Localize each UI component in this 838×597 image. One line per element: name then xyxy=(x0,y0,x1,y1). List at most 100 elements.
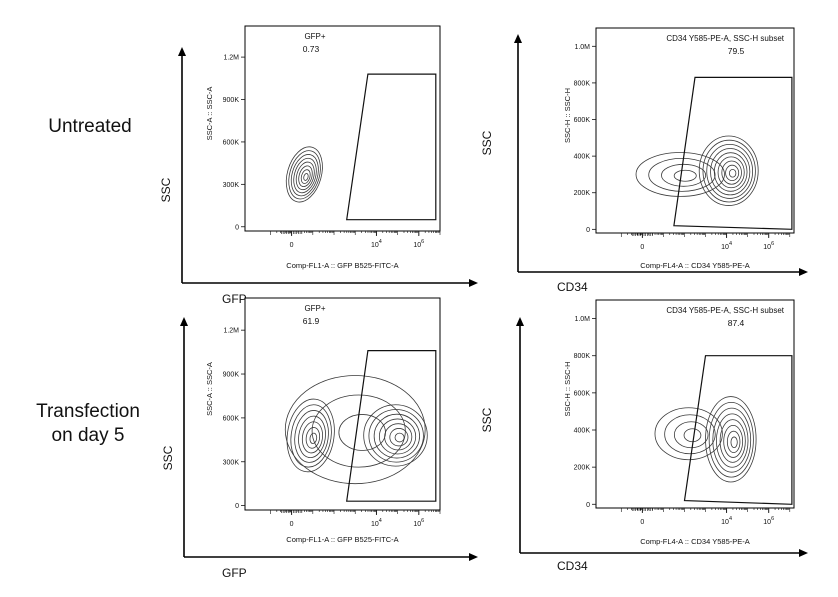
x-tick-base: 0 xyxy=(640,244,644,251)
contour-level-2-0 xyxy=(284,375,426,485)
contour-level-1-1 xyxy=(648,157,716,192)
contour-level-0-0 xyxy=(698,135,759,206)
outer-x-label: CD34 xyxy=(557,280,588,294)
contour-level-1-2 xyxy=(373,413,420,459)
contour-level-0-5 xyxy=(717,156,745,189)
row-label-untreated: Untreated xyxy=(48,116,132,137)
y-tick-label: 600K xyxy=(574,117,591,124)
x-tick-label: 106 xyxy=(763,241,774,251)
contour-level-0-2 xyxy=(290,154,319,197)
contour-level-0-2 xyxy=(294,410,329,463)
gate-value: 79.5 xyxy=(728,46,745,56)
contour-level-0-6 xyxy=(721,160,742,185)
y-tick-label: 400K xyxy=(574,428,591,435)
gate-name: CD34 Y585-PE-A, SSC-H subset xyxy=(666,34,784,43)
y-tick-label: 800K xyxy=(574,353,591,360)
contour-level-0-7 xyxy=(303,173,309,181)
x-tick-base: 0 xyxy=(640,519,644,526)
contour-level-0-3 xyxy=(716,413,749,468)
contour-level-0-1 xyxy=(288,150,321,200)
contour-level-1-3 xyxy=(378,418,417,455)
y-tick-label: 1.0M xyxy=(574,44,590,51)
x-tick-base: 0 xyxy=(290,521,294,528)
contour-level-0-6 xyxy=(726,430,741,453)
plot-frame xyxy=(244,297,441,511)
gate-polygon xyxy=(346,350,437,502)
outer-y-arrowhead xyxy=(516,317,524,326)
x-tick-label: 0 xyxy=(640,519,644,526)
outer-x-arrowhead xyxy=(799,268,808,276)
outer-x-label: CD34 xyxy=(557,559,588,573)
contour-level-1-0 xyxy=(635,152,725,197)
panel-transfection-cd34: CD34 SSC CD34 Y585-PE-A, SSC-H subset 87.4 0… xyxy=(480,299,808,573)
y-tick-label: 200K xyxy=(574,465,591,472)
x-tick-label: 106 xyxy=(763,516,774,526)
x-tick-base: 10 xyxy=(721,519,729,526)
x-tick-label: 0 xyxy=(640,244,644,251)
contour-level-1-1 xyxy=(664,414,716,455)
y-tick-label: 600K xyxy=(223,139,240,146)
contour-level-0-6 xyxy=(300,169,311,184)
x-tick-exponent: 4 xyxy=(729,241,732,247)
y-tick-label: 0 xyxy=(235,503,239,510)
outer-y-arrowhead xyxy=(178,47,186,56)
contour-level-1-3 xyxy=(673,169,697,182)
inner-x-label: Comp-FL1-A :: GFP B525-FITC-A xyxy=(286,535,398,544)
contour-level-0-2 xyxy=(712,407,752,473)
plot-frame xyxy=(244,25,441,232)
x-tick-exponent: 6 xyxy=(421,239,424,245)
inner-x-label: Comp-FL4-A :: CD34 Y585-PE-A xyxy=(640,537,750,546)
contour-level-0-7 xyxy=(730,436,738,449)
x-tick-exponent: 6 xyxy=(771,516,774,522)
inner-y-label: SSC-A :: SSC-A xyxy=(205,362,214,416)
contour-level-0-1 xyxy=(708,401,754,478)
contour-level-0-5 xyxy=(305,427,321,449)
outer-y-label: SSC xyxy=(159,177,173,202)
contour-level-1-3 xyxy=(683,428,702,443)
plot-frame xyxy=(595,27,795,234)
outer-y-label: SSC xyxy=(480,130,494,155)
gate-name: CD34 Y585-PE-A, SSC-H subset xyxy=(666,306,784,315)
contour-level-0-3 xyxy=(293,157,317,194)
x-tick-label: 104 xyxy=(371,518,382,528)
plot-frame xyxy=(595,299,795,509)
outer-x-label: GFP xyxy=(222,292,247,306)
contour-level-0-0 xyxy=(286,398,335,473)
contour-level-0-4 xyxy=(719,419,746,463)
contour-level-0-1 xyxy=(290,404,332,468)
x-tick-base: 10 xyxy=(413,242,421,249)
y-tick-label: 300K xyxy=(223,459,240,466)
y-tick-label: 1.0M xyxy=(574,316,590,323)
gate-polygon xyxy=(673,76,793,230)
contour-level-1-5 xyxy=(389,428,409,447)
y-tick-label: 0 xyxy=(586,227,590,234)
gate-polygon xyxy=(346,73,437,221)
contour-level-1-0 xyxy=(654,407,723,461)
x-tick-exponent: 4 xyxy=(379,239,382,245)
outer-x-arrowhead xyxy=(469,279,478,287)
contour-level-0-4 xyxy=(295,161,315,191)
contour-level-0-4 xyxy=(713,152,748,192)
contour-level-1-6 xyxy=(394,432,405,443)
contour-level-0-7 xyxy=(725,164,740,182)
row-label-transfection-line1: Transfection xyxy=(36,401,140,422)
contour-level-1-2 xyxy=(661,163,707,187)
x-tick-base: 10 xyxy=(371,521,379,528)
outer-y-arrowhead xyxy=(180,317,188,326)
contour-group xyxy=(654,396,757,483)
x-tick-exponent: 4 xyxy=(729,516,732,522)
x-tick-label: 104 xyxy=(721,516,732,526)
x-tick-label: 106 xyxy=(413,239,424,249)
x-tick-exponent: 6 xyxy=(421,518,424,524)
gate-polygon xyxy=(683,355,793,505)
y-tick-label: 1.2M xyxy=(223,328,239,335)
contour-level-0-2 xyxy=(706,143,754,199)
contour-level-0-0 xyxy=(285,146,323,203)
x-tick-label: 104 xyxy=(371,239,382,249)
contour-level-1-0 xyxy=(363,404,428,467)
inner-x-label: Comp-FL1-A :: GFP B525-FITC-A xyxy=(286,261,398,270)
row-label-transfection-line2: on day 5 xyxy=(51,425,125,446)
contour-level-0-3 xyxy=(298,415,326,459)
